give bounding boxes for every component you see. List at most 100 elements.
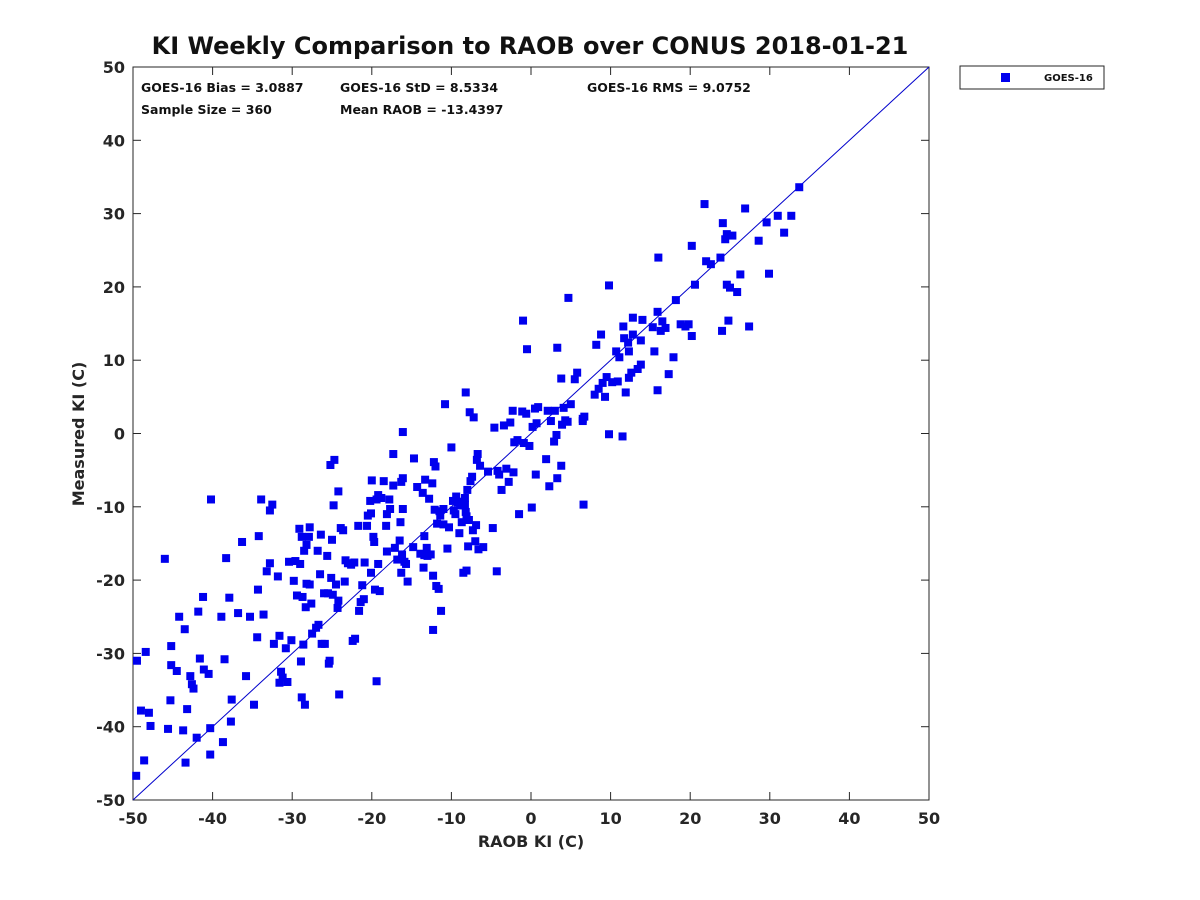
data-point: [363, 521, 372, 530]
data-point: [299, 640, 308, 649]
data-point: [578, 417, 587, 426]
data-point: [246, 612, 255, 621]
data-point: [513, 436, 522, 445]
data-point: [328, 590, 337, 599]
data-point: [350, 558, 359, 567]
data-point: [254, 532, 263, 541]
data-point: [519, 316, 528, 325]
data-point: [420, 532, 429, 541]
data-point: [419, 563, 428, 572]
data-point: [253, 633, 262, 642]
data-point: [658, 317, 667, 326]
data-point: [397, 568, 406, 577]
data-point: [602, 373, 611, 382]
data-point: [195, 654, 204, 663]
data-point: [382, 547, 391, 556]
data-point: [273, 572, 282, 581]
data-point: [618, 432, 627, 441]
data-point: [532, 419, 541, 428]
data-point: [369, 532, 378, 541]
data-point: [787, 211, 796, 220]
data-point: [160, 554, 169, 563]
data-point: [527, 503, 536, 512]
data-point: [265, 506, 274, 515]
x-tick-label: 20: [679, 809, 701, 828]
data-point: [543, 406, 552, 415]
data-point: [461, 507, 470, 516]
data-point: [653, 307, 662, 316]
x-tick-label: 30: [759, 809, 781, 828]
data-point: [409, 543, 418, 552]
data-point: [313, 546, 322, 555]
data-point: [502, 464, 511, 473]
data-point: [367, 509, 376, 518]
data-point: [573, 368, 582, 377]
data-point: [479, 543, 488, 552]
data-point: [206, 724, 215, 733]
data-point: [295, 524, 304, 533]
data-point: [463, 485, 472, 494]
data-point: [429, 458, 438, 467]
data-point: [132, 656, 141, 665]
data-point: [300, 546, 309, 555]
data-point: [166, 696, 175, 705]
data-point: [329, 501, 338, 510]
data-point: [728, 231, 737, 240]
data-point: [305, 523, 314, 532]
data-point: [461, 388, 470, 397]
data-point: [608, 378, 617, 387]
data-point: [492, 567, 501, 576]
data-point: [372, 677, 381, 686]
data-point: [297, 693, 306, 702]
data-point: [628, 330, 637, 339]
data-point: [287, 636, 296, 645]
data-point: [225, 593, 234, 602]
data-point: [324, 589, 333, 598]
data-point: [375, 587, 384, 596]
rms-annotation: GOES-16 RMS = 9.0752: [587, 80, 751, 95]
data-point: [468, 472, 477, 481]
data-point: [291, 557, 300, 566]
data-point: [434, 584, 443, 593]
data-point: [469, 413, 478, 422]
data-point: [278, 673, 287, 682]
data-point: [553, 474, 562, 483]
data-point: [754, 236, 763, 245]
x-tick-label: -30: [278, 809, 307, 828]
data-point: [676, 320, 685, 329]
data-point: [206, 750, 215, 759]
data-point: [144, 708, 153, 717]
data-point: [307, 599, 316, 608]
data-point: [636, 336, 645, 345]
data-point: [402, 559, 411, 568]
data-point: [519, 439, 528, 448]
data-point: [718, 219, 727, 228]
data-point: [194, 607, 203, 616]
data-point: [474, 545, 483, 554]
data-point: [316, 530, 325, 539]
data-point: [277, 667, 286, 676]
data-point: [624, 373, 633, 382]
data-point: [331, 580, 340, 589]
data-point: [183, 705, 192, 714]
data-point: [497, 485, 506, 494]
data-point: [700, 200, 709, 209]
data-point: [452, 492, 461, 501]
data-point: [259, 610, 268, 619]
legend-marker: [1001, 73, 1010, 82]
data-point: [762, 218, 771, 227]
y-tick-label: 30: [103, 205, 125, 224]
data-point: [448, 496, 457, 505]
data-point: [464, 542, 473, 551]
data-point: [534, 403, 543, 412]
data-point: [706, 260, 715, 269]
data-point: [426, 550, 435, 559]
data-point: [335, 690, 344, 699]
data-point: [226, 717, 235, 726]
data-point: [199, 592, 208, 601]
data-point: [292, 591, 301, 600]
data-point: [262, 567, 271, 576]
y-tick-label: 20: [103, 278, 125, 297]
data-point: [546, 417, 555, 426]
